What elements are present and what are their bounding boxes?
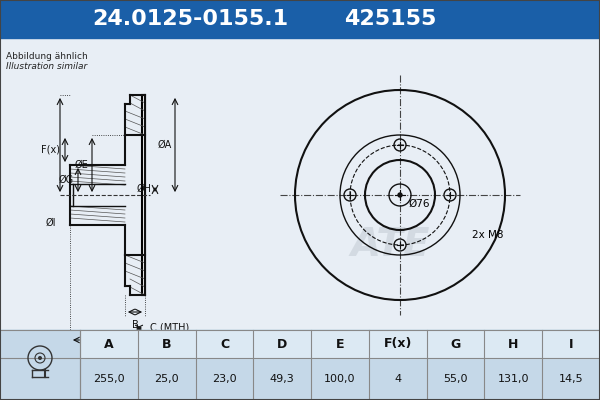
Bar: [0, 330, 600, 400]
Text: H: H: [508, 338, 518, 350]
Bar: [0, 38, 600, 328]
Text: ØH: ØH: [137, 184, 152, 194]
Bar: [142, 95, 145, 295]
Text: ATE: ATE: [350, 226, 430, 264]
Text: 255,0: 255,0: [93, 374, 125, 384]
Text: 131,0: 131,0: [497, 374, 529, 384]
Text: G: G: [451, 338, 461, 350]
Text: ØI: ØI: [46, 218, 56, 228]
Text: 2x M8: 2x M8: [472, 230, 503, 240]
Text: Ø76: Ø76: [408, 199, 430, 209]
Bar: [0, 0, 600, 38]
Text: B: B: [131, 320, 139, 330]
Text: Illustration similar: Illustration similar: [6, 62, 87, 71]
Text: 24.0125-0155.1: 24.0125-0155.1: [92, 9, 288, 29]
Text: 23,0: 23,0: [212, 374, 237, 384]
Text: 14,5: 14,5: [559, 374, 583, 384]
Text: 425155: 425155: [344, 9, 436, 29]
Text: Abbildung ähnlich: Abbildung ähnlich: [6, 52, 88, 61]
Text: 25,0: 25,0: [154, 374, 179, 384]
Text: A: A: [104, 338, 114, 350]
Text: ØG: ØG: [59, 175, 74, 185]
Text: B: B: [162, 338, 172, 350]
Text: I: I: [569, 338, 574, 350]
Text: C (MTH): C (MTH): [150, 323, 189, 333]
Text: F(x): F(x): [383, 338, 412, 350]
Text: C: C: [220, 338, 229, 350]
Text: ØE: ØE: [74, 160, 88, 170]
Text: D: D: [94, 348, 101, 358]
Text: ØA: ØA: [158, 140, 172, 150]
Text: E: E: [336, 338, 344, 350]
Text: 49,3: 49,3: [270, 374, 295, 384]
Text: 55,0: 55,0: [443, 374, 468, 384]
Circle shape: [398, 193, 402, 197]
Text: D: D: [277, 338, 287, 350]
Text: F(x): F(x): [41, 145, 60, 155]
Bar: [80, 330, 600, 358]
Circle shape: [38, 356, 42, 360]
Text: 4: 4: [394, 374, 401, 384]
Text: 100,0: 100,0: [324, 374, 356, 384]
